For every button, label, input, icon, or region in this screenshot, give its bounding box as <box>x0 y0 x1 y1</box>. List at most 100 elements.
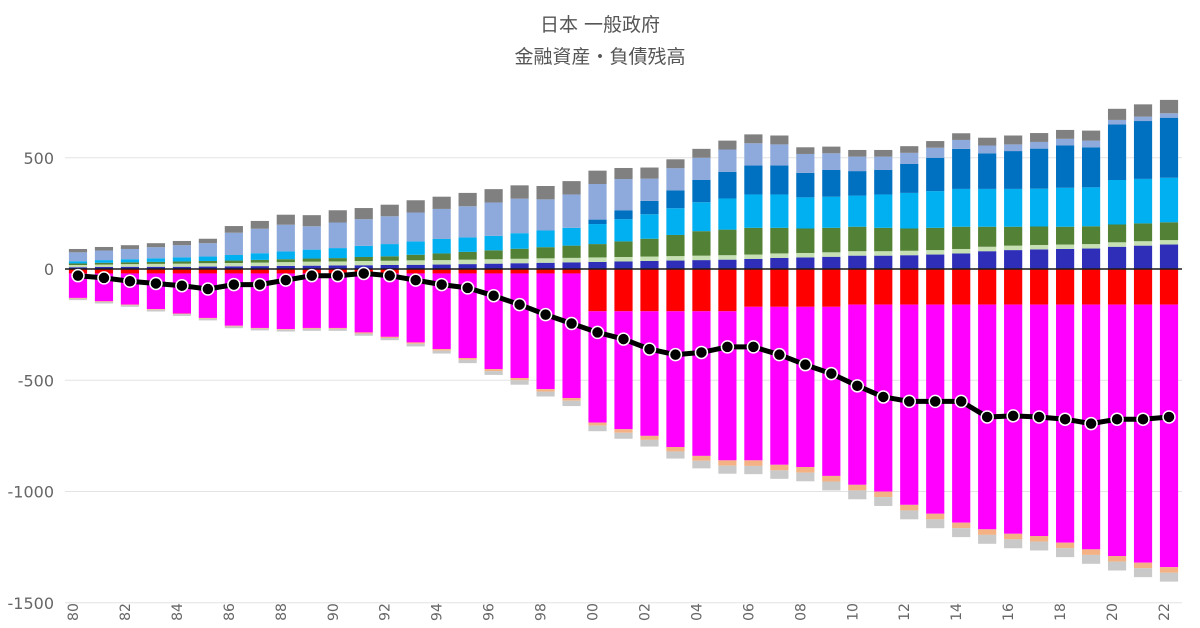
bar-segment <box>978 269 997 305</box>
bar-segment <box>926 157 945 192</box>
bar-segment <box>1133 269 1153 305</box>
bar-segment <box>666 447 685 452</box>
bar-segment <box>562 257 581 263</box>
bar-segment <box>744 254 763 259</box>
net-line-point <box>616 332 631 346</box>
bar-segment <box>1030 541 1049 551</box>
bar-segment <box>770 135 789 145</box>
bar-segment <box>458 206 477 238</box>
bar-segment <box>328 265 347 269</box>
net-line-point <box>772 347 787 362</box>
bar-segment <box>120 269 140 274</box>
bar-segment <box>874 255 893 269</box>
bar-segment <box>1056 187 1075 227</box>
net-line-point <box>331 268 345 283</box>
bar-segment <box>796 467 815 473</box>
bar-segment <box>120 264 140 267</box>
bar-segment <box>796 252 815 258</box>
bar-segment <box>224 326 243 329</box>
x-tick-label: 04 <box>689 603 705 621</box>
bar-segment <box>640 260 659 269</box>
bar-segment <box>588 244 607 258</box>
x-tick-label: 10 <box>845 603 861 621</box>
bar-segment <box>328 258 347 262</box>
bar-segment <box>562 227 581 246</box>
bar-segment <box>952 148 971 189</box>
bar-segment <box>588 219 607 225</box>
bar-segment <box>302 327 321 329</box>
y-tick-label: 0 <box>44 260 54 279</box>
bar-segment <box>1030 226 1049 245</box>
bar-segment <box>484 369 503 372</box>
bar-segment <box>1030 141 1049 149</box>
bar-segment <box>640 439 659 447</box>
bar-segment <box>406 260 425 265</box>
net-line-point <box>564 316 579 331</box>
bar-segment <box>94 250 114 261</box>
bar-segment <box>588 422 607 426</box>
bar-segment <box>484 202 503 236</box>
bar-segment <box>250 269 269 274</box>
bar-segment <box>1030 133 1049 142</box>
bar-segment <box>1056 138 1075 146</box>
bar-segment <box>978 137 997 146</box>
bar-segment <box>1159 240 1179 245</box>
bar-segment <box>172 240 191 246</box>
bar-segment <box>354 245 373 257</box>
bar-segment <box>250 327 269 329</box>
bar-segment <box>458 259 477 265</box>
bar-segment <box>848 149 867 157</box>
bar-segment <box>1133 568 1153 578</box>
net-line-point <box>824 366 839 381</box>
bar-segment <box>484 235 503 251</box>
bar-segment <box>692 180 711 203</box>
bar-segment <box>276 259 295 263</box>
bar-segment <box>536 186 555 200</box>
y-tick-label: -500 <box>18 371 54 390</box>
net-line-point <box>512 297 527 312</box>
net-line-point <box>980 410 994 424</box>
bar-segment <box>302 258 321 262</box>
bar-segment <box>588 224 607 245</box>
bar-segment <box>692 231 711 256</box>
bar-segment <box>484 263 503 269</box>
bar-segment <box>718 465 737 474</box>
bar-segment <box>1133 178 1153 224</box>
net-line-point <box>71 268 85 283</box>
bar-segment <box>94 264 114 267</box>
bar-segment <box>952 269 971 305</box>
x-axis-ticks: 80 82 84 86 88 90 92 94 96 98 00 02 04 06 08 10 12 14 16 18… <box>66 603 1173 621</box>
bar-segment <box>640 435 659 440</box>
net-line-point <box>1162 410 1176 424</box>
bar-segment <box>744 306 763 461</box>
bar-segment <box>276 224 295 252</box>
bar-segment <box>302 261 321 266</box>
bar-segment <box>718 460 737 466</box>
bar-segment <box>1081 269 1101 305</box>
bar-segment <box>926 269 945 305</box>
bar-segment <box>1133 304 1153 563</box>
bar-segment <box>1159 269 1179 305</box>
bar-segment <box>1056 248 1075 269</box>
bar-segment <box>562 398 581 401</box>
bar-segment <box>640 311 659 436</box>
bar-segment <box>432 350 451 354</box>
bar-segment <box>562 262 581 269</box>
bar-segment <box>458 359 477 364</box>
bar-segment <box>926 519 945 529</box>
net-line-point <box>175 278 189 293</box>
bar-segment <box>302 226 321 250</box>
bar-segment <box>744 134 763 144</box>
bar-segment <box>432 269 451 274</box>
net-line-point <box>538 307 553 322</box>
bar-segment <box>1133 562 1153 569</box>
bar-segment <box>848 255 867 269</box>
bar-segment <box>900 163 919 193</box>
bar-segment <box>68 263 88 265</box>
net-line-point <box>876 390 891 404</box>
bar-segment <box>380 336 399 338</box>
chart-subtitle: 金融資産・負債残高 <box>514 46 686 68</box>
bar-segment <box>484 273 503 370</box>
bar-segment <box>1133 223 1153 242</box>
